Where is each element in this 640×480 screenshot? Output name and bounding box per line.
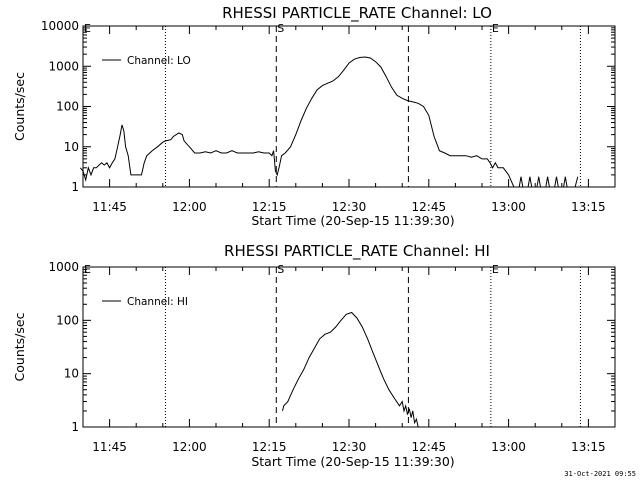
x-tick-label: 12:45 — [412, 440, 447, 454]
x-tick-label: 12:45 — [412, 200, 447, 214]
marker-label: S — [277, 22, 284, 35]
marker-label: E — [492, 22, 499, 35]
series-line — [518, 176, 568, 188]
series-line — [79, 56, 515, 188]
y-tick-label: 100 — [56, 313, 79, 327]
y-tick-label: 1000 — [48, 260, 79, 274]
x-tick-label: 13:15 — [571, 440, 606, 454]
panel-lo-channel: RHESSI PARTICLE_RATE Channel: LO 1 10 100 10… — [12, 4, 616, 228]
x-tick-label: 12:00 — [172, 200, 207, 214]
y-tick-label: 1000 — [48, 59, 79, 73]
x-tick-label: 11:45 — [92, 200, 127, 214]
x-axis-title: Start Time (20-Sep-15 11:39:30) — [251, 213, 454, 228]
x-tick-label: 12:15 — [252, 440, 287, 454]
series-line — [282, 311, 419, 428]
x-tick-label: 12:15 — [252, 200, 287, 214]
plot-frame — [82, 25, 616, 188]
y-tick-label: 1 — [71, 180, 79, 194]
marker-label: E — [84, 263, 91, 276]
x-axis-title: Start Time (20-Sep-15 11:39:30) — [251, 454, 454, 469]
x-tick-label: 11:45 — [92, 440, 127, 454]
series-line — [574, 176, 579, 188]
x-tick-label: 13:00 — [491, 440, 526, 454]
legend-entry: Channel: LO — [127, 55, 191, 67]
y-tick-label: 10000 — [41, 19, 79, 33]
panel-hi-channel: RHESSI PARTICLE_RATE Channel: HI 1 10 100 10… — [12, 242, 616, 469]
marker-label: E — [84, 22, 91, 35]
timestamp-stamp: 31-Oct-2021 09:55 — [564, 470, 636, 478]
chart-title: RHESSI PARTICLE_RATE Channel: LO — [222, 4, 492, 23]
legend-entry: Channel: HI — [127, 296, 188, 308]
marker-label: E — [492, 263, 499, 276]
y-axis-title: Counts/sec — [12, 312, 27, 381]
y-tick-label: 10 — [64, 140, 79, 154]
plot-frame — [82, 266, 616, 428]
x-tick-label: 12:30 — [332, 200, 367, 214]
x-tick-label: 13:00 — [491, 200, 526, 214]
y-tick-label: 100 — [56, 100, 79, 114]
marker-label: S — [277, 263, 284, 276]
x-tick-label: 12:00 — [172, 440, 207, 454]
x-tick-label: 12:30 — [332, 440, 367, 454]
x-tick-label: 13:15 — [571, 200, 606, 214]
y-axis-title: Counts/sec — [12, 72, 27, 141]
chart-title: RHESSI PARTICLE_RATE Channel: HI — [224, 242, 490, 261]
y-tick-label: 1 — [71, 420, 79, 434]
y-tick-label: 10 — [64, 367, 79, 381]
